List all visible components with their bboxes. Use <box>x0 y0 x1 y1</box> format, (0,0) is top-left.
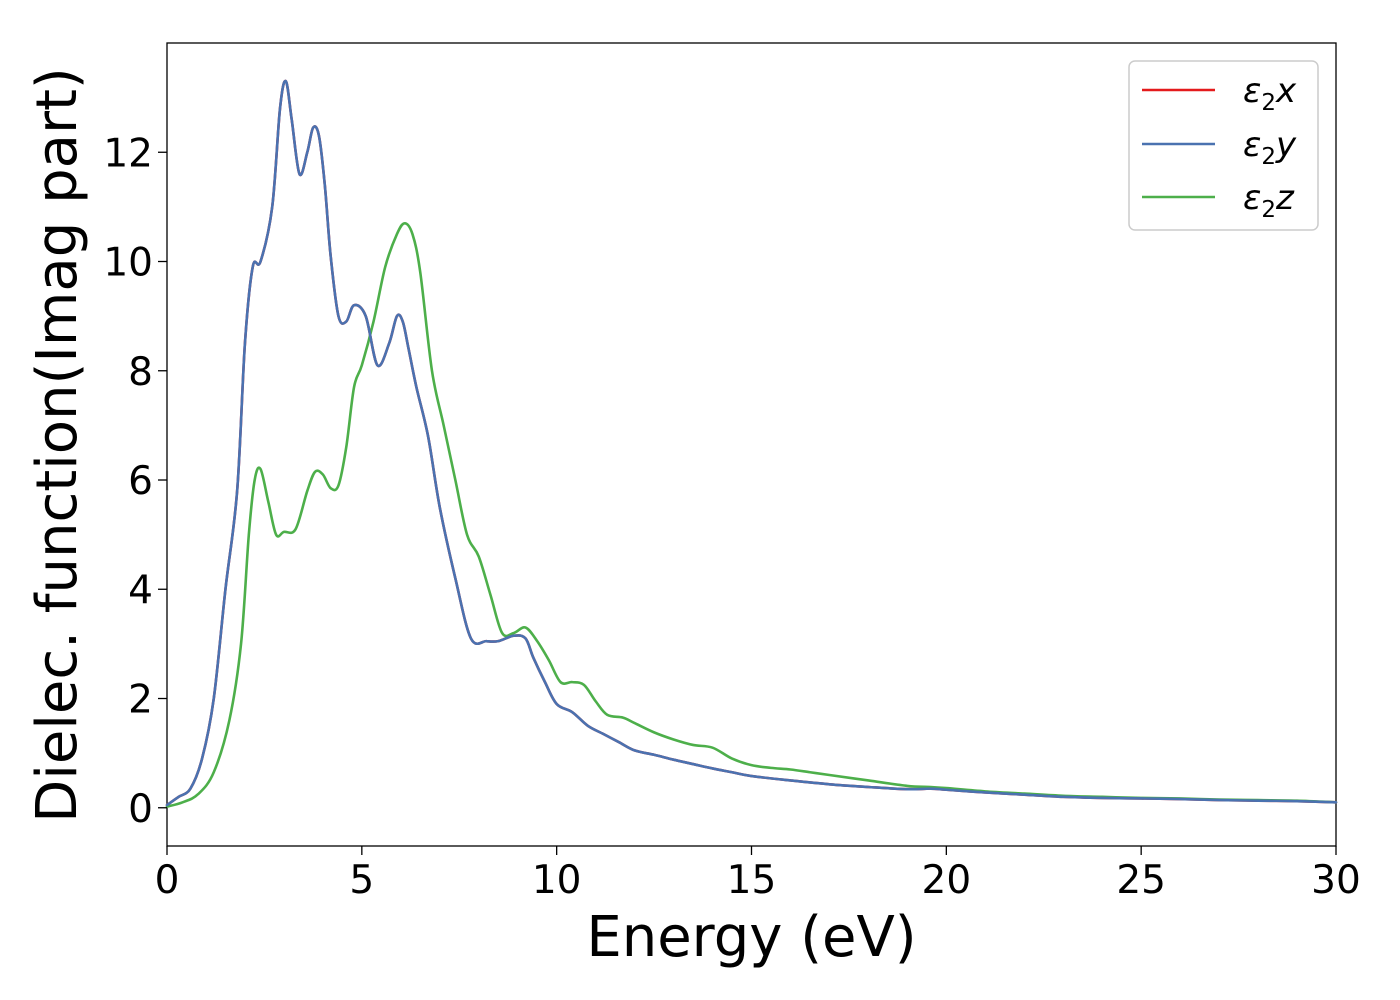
legend-entries: ε2x ε2y ε2z <box>1142 71 1297 223</box>
y-tick-label: 2 <box>128 678 153 723</box>
legend-label-y: ε2y <box>1243 125 1297 170</box>
y-tick-label: 10 <box>103 241 153 286</box>
x-tick-label: 5 <box>349 858 374 903</box>
y-tick-label: 0 <box>128 787 153 832</box>
x-axis-ticks: 0 5 10 15 20 25 30 <box>155 846 1361 903</box>
x-axis-label: Energy (eV) <box>586 905 916 970</box>
x-tick-label: 30 <box>1311 858 1361 903</box>
y-tick-label: 8 <box>128 350 153 395</box>
y-axis-ticks: 0 2 4 6 8 10 12 <box>103 131 167 832</box>
x-tick-label: 15 <box>727 858 777 903</box>
y-tick-label: 12 <box>103 131 153 176</box>
x-tick-label: 25 <box>1116 858 1166 903</box>
series-layer <box>165 79 1338 808</box>
legend-frame <box>1128 60 1319 231</box>
x-tick-label: 10 <box>532 858 582 903</box>
series-line-z <box>165 221 1338 808</box>
x-tick-label: 0 <box>155 858 180 903</box>
series-line-y <box>165 79 1338 807</box>
legend-label-x: ε2x <box>1243 71 1297 116</box>
legend-label-z: ε2z <box>1243 178 1295 223</box>
x-tick-label: 20 <box>922 858 972 903</box>
y-tick-label: 6 <box>128 459 153 504</box>
y-tick-label: 4 <box>128 568 153 613</box>
y-axis-label: Dielec. function(Imag part) <box>25 67 90 823</box>
legend: ε2x ε2y ε2z <box>1128 60 1319 231</box>
